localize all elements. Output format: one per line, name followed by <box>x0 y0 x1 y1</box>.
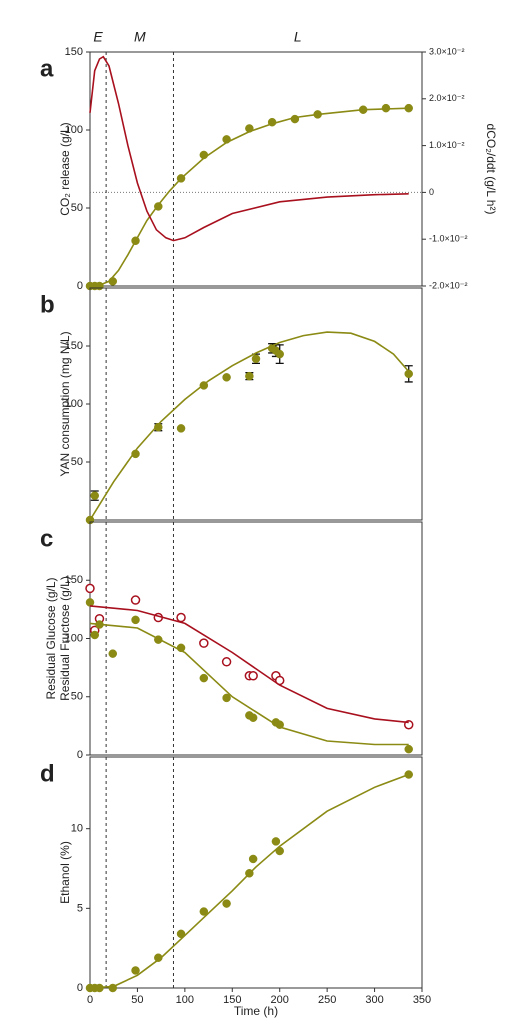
data-point <box>248 854 258 864</box>
y2-axis-label: dCO₂/ddt (g/L h²) <box>484 124 498 215</box>
x-tick-label: 250 <box>318 994 336 1006</box>
fit-line <box>89 605 409 724</box>
y-tick-label: 50 <box>71 456 83 468</box>
panel-letter: b <box>40 291 55 318</box>
data-point <box>199 907 209 916</box>
data-point <box>131 615 140 625</box>
panel-frame <box>89 51 423 287</box>
y-tick-label: 0 <box>77 280 83 292</box>
panel-letter: c <box>40 525 53 552</box>
data-point <box>248 671 258 681</box>
y-tick-label: 150 <box>65 46 83 58</box>
data-point <box>222 899 231 908</box>
y2-tick-label: -1.0×10⁻² <box>429 234 468 244</box>
phase-label: M <box>134 29 146 45</box>
y-axis-label: Residual Glucose (g/L) <box>44 577 58 699</box>
y-axis-label: Residual Fructose (g/L) <box>58 576 72 701</box>
y-axis-label: YAN consumption (mg N/L) <box>58 331 72 476</box>
y-tick-label: 100 <box>65 632 83 644</box>
panel-frame <box>89 287 423 521</box>
data-point <box>222 373 231 382</box>
data-point <box>85 583 95 594</box>
data-point <box>108 649 118 658</box>
data-point <box>222 693 231 703</box>
data-point <box>130 595 141 605</box>
data-point <box>199 638 209 648</box>
data-point <box>85 598 95 607</box>
y2-tick-label: -2.0×10⁻² <box>429 280 468 290</box>
x-tick-label: 200 <box>271 994 289 1006</box>
data-point <box>271 837 281 846</box>
x-tick-label: 50 <box>131 994 143 1006</box>
data-point <box>221 657 232 667</box>
phase-label: L <box>294 29 302 45</box>
data-point <box>251 354 261 364</box>
data-point <box>275 349 284 359</box>
x-tick-label: 0 <box>87 994 93 1006</box>
y-tick-label: 50 <box>71 202 83 214</box>
data-point <box>404 744 413 754</box>
y-tick-label: 150 <box>65 340 83 352</box>
y-tick-label: 0 <box>77 749 83 761</box>
y2-tick-label: 2.0×10⁻² <box>429 93 465 103</box>
panel-frame <box>89 756 423 989</box>
y-tick-label: 100 <box>65 124 83 136</box>
data-point <box>176 612 186 623</box>
data-point <box>248 713 258 722</box>
fit-line <box>89 107 409 287</box>
y-tick-label: 100 <box>65 398 83 410</box>
data-point <box>245 371 254 381</box>
data-point <box>199 673 209 683</box>
data-point <box>90 491 99 500</box>
fit-line <box>89 331 410 521</box>
fit-line <box>89 622 409 746</box>
data-point <box>176 424 186 433</box>
y2-tick-label: 0 <box>429 187 434 197</box>
x-tick-label: 100 <box>176 994 194 1006</box>
y-tick-label: 10 <box>71 823 83 835</box>
y2-tick-label: 3.0×10⁻² <box>429 46 465 56</box>
panel-letter: a <box>40 55 54 82</box>
y-axis-label: CO₂ release (g/L) <box>58 122 72 215</box>
panel-letter: d <box>40 760 55 787</box>
data-point <box>176 929 186 939</box>
y-tick-label: 50 <box>71 691 83 703</box>
y-tick-label: 5 <box>77 902 83 914</box>
x-tick-label: 300 <box>365 994 383 1006</box>
data-point <box>154 422 163 432</box>
fit-line <box>89 773 409 989</box>
x-axis-label: Time (h) <box>234 1004 278 1018</box>
fit-line <box>89 55 409 242</box>
phase-label: E <box>93 29 103 45</box>
y-axis-label: Ethanol (%) <box>58 841 72 904</box>
x-tick-label: 350 <box>413 994 431 1006</box>
data-point <box>404 770 413 779</box>
data-point <box>90 630 99 640</box>
data-point <box>404 369 413 379</box>
x-tick-label: 150 <box>223 994 241 1006</box>
y-tick-label: 150 <box>65 574 83 586</box>
data-point <box>154 953 163 962</box>
y2-tick-label: 1.0×10⁻² <box>429 140 465 150</box>
y-tick-label: 0 <box>77 982 83 994</box>
data-point <box>131 966 140 975</box>
